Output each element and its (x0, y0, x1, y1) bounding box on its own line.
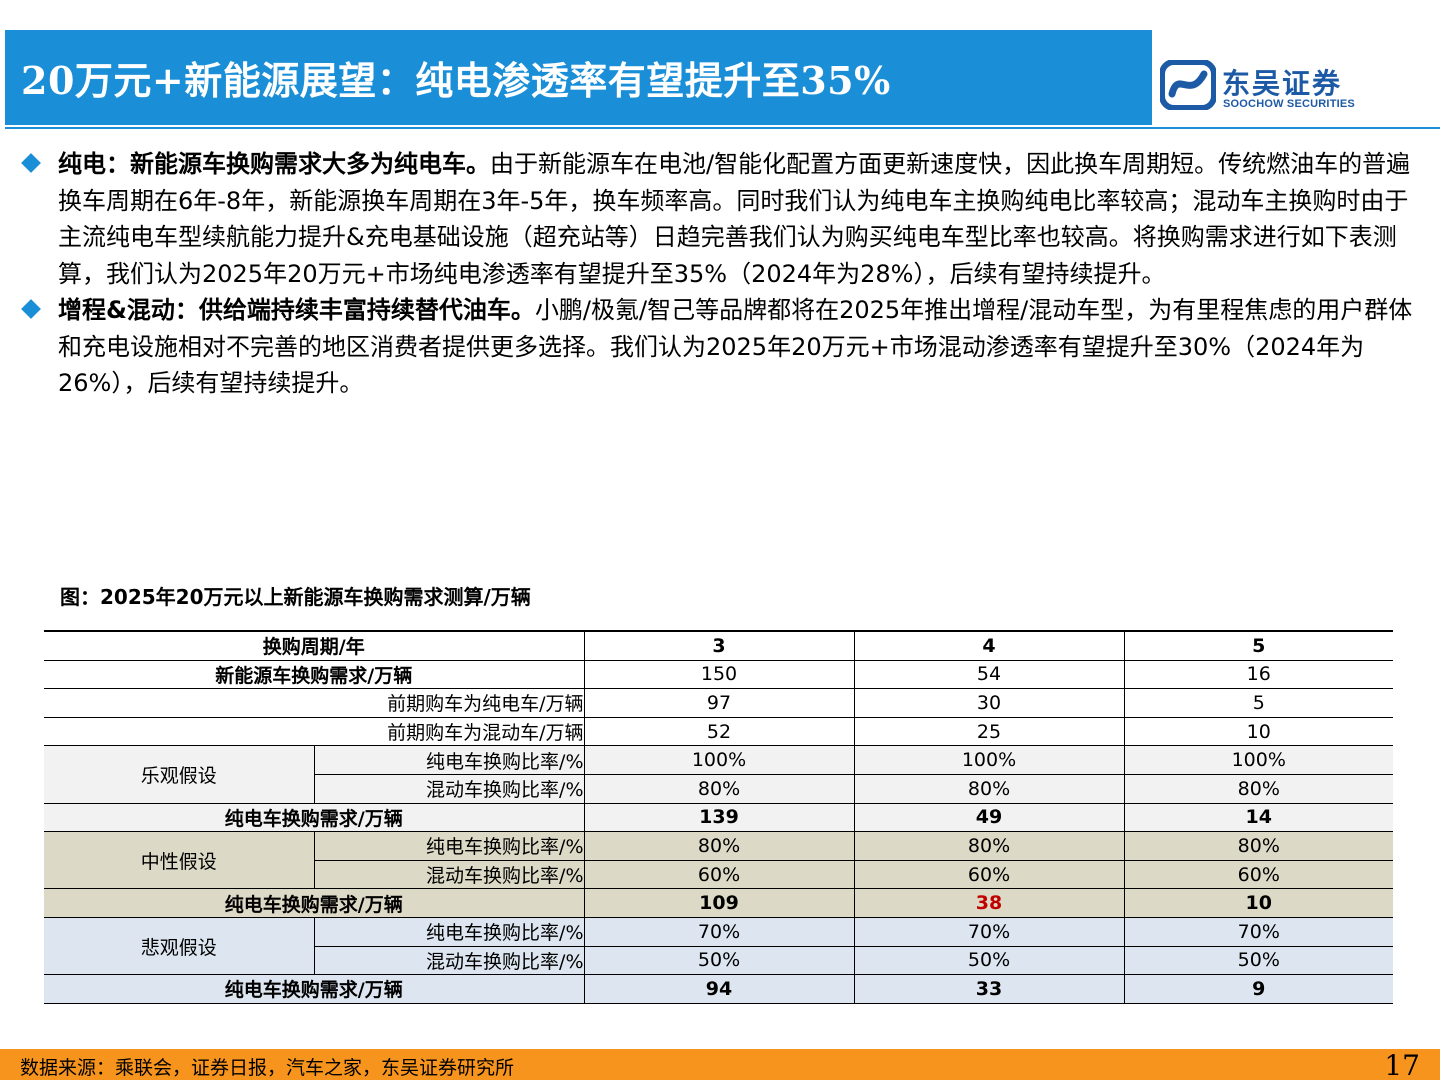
table-row-result: 纯电车换购需求/万辆 109 38 10 (44, 888, 1394, 918)
scenario-label: 悲观假设 (44, 917, 315, 976)
table-row: 悲观假设 纯电车换购比率/% 70% 70% 70% (44, 917, 1394, 976)
row-label: 纯电车换购比率/% (313, 831, 585, 861)
table-cell: 80% (1123, 774, 1394, 804)
bullet-heading: 纯电：新能源车换购需求大多为纯电车。 (58, 150, 490, 178)
scenario-label: 中性假设 (44, 831, 315, 890)
table-cell: 60% (583, 860, 855, 890)
table-cell: 80% (583, 831, 855, 861)
row-label: 纯电车换购需求/万辆 (44, 888, 585, 918)
data-source: 数据来源：乘联会，证券日报，汽车之家，东吴证券研究所 (20, 1057, 515, 1079)
table-cell: 109 (583, 888, 855, 918)
row-label: 前期购车为纯电车/万辆 (44, 688, 585, 718)
figure-caption: 图：2025年20万元以上新能源车换购需求测算/万辆 (60, 585, 531, 609)
table-row-result: 纯电车换购需求/万辆 94 33 9 (44, 974, 1394, 1004)
table-row: 中性假设 纯电车换购比率/% 80% 80% 80% (44, 831, 1394, 890)
table-header-row: 换购周期/年 3 4 5 (44, 629, 1394, 661)
table-cell: 70% (1123, 917, 1394, 947)
table-cell: 70% (853, 917, 1125, 947)
bullet-list: 纯电：新能源车换购需求大多为纯电车。由于新能源车在电池/智能化配置方面更新速度快… (21, 146, 1422, 402)
header-col: 3 (583, 629, 855, 661)
logo-english-name: SOOCHOW SECURITIES (1223, 98, 1355, 110)
table-cell: 52 (583, 717, 855, 747)
bullet-item-hybrid: 增程&混动：供给端持续丰富持续替代油车。小鹏/极氪/智己等品牌都将在2025年推… (21, 292, 1422, 402)
header-divider (5, 127, 1440, 129)
row-label: 混动车换购比率/% (313, 860, 585, 890)
table-cell: 30 (853, 688, 1125, 718)
row-label: 纯电车换购需求/万辆 (44, 803, 585, 833)
table-cell: 60% (1123, 860, 1394, 890)
table-cell: 5 (1123, 688, 1394, 718)
table-cell: 100% (1123, 745, 1394, 775)
row-label: 混动车换购比率/% (313, 774, 585, 804)
row-label: 纯电车换购比率/% (313, 745, 585, 775)
table-cell: 80% (853, 831, 1125, 861)
row-label: 混动车换购比率/% (313, 946, 585, 976)
scenario-label: 乐观假设 (44, 745, 315, 804)
demand-table: 换购周期/年 3 4 5 新能源车换购需求/万辆 150 54 16 前期购车为… (44, 629, 1394, 1004)
title-bar: 20万元+新能源展望：纯电渗透率有望提升至35% (5, 30, 1152, 125)
page-title: 20万元+新能源展望：纯电渗透率有望提升至35% (21, 58, 891, 103)
table-cell: 80% (853, 774, 1125, 804)
table-row: 新能源车换购需求/万辆 150 54 16 (44, 660, 1394, 690)
table-cell: 10 (1123, 717, 1394, 747)
bullet-text: 由于新能源车在电池/智能化配置方面更新速度快，因此换车周期短。传统燃油车的普遍换… (58, 150, 1411, 288)
table-row: 前期购车为纯电车/万辆 97 30 5 (44, 688, 1394, 718)
table-cell: 50% (1123, 946, 1394, 976)
diamond-bullet-icon (21, 299, 41, 319)
row-label: 前期购车为混动车/万辆 (44, 717, 585, 747)
table-cell: 9 (1123, 974, 1394, 1004)
row-label: 纯电车换购比率/% (313, 917, 585, 947)
table-cell: 94 (583, 974, 855, 1004)
page-number: 17 (1384, 1049, 1420, 1082)
table-cell: 70% (583, 917, 855, 947)
table-row: 乐观假设 纯电车换购比率/% 100% 100% 100% (44, 745, 1394, 804)
row-label: 新能源车换购需求/万辆 (44, 660, 585, 690)
highlighted-cell: 38 (853, 888, 1125, 918)
bullet-item-bev: 纯电：新能源车换购需求大多为纯电车。由于新能源车在电池/智能化配置方面更新速度快… (21, 146, 1422, 292)
table-cell: 25 (853, 717, 1125, 747)
table-cell: 80% (583, 774, 855, 804)
table-row: 前期购车为混动车/万辆 52 25 10 (44, 717, 1394, 747)
table-cell: 80% (1123, 831, 1394, 861)
table-cell: 139 (583, 803, 855, 833)
table-cell: 33 (853, 974, 1125, 1004)
diamond-bullet-icon (21, 153, 41, 173)
table-cell: 16 (1123, 660, 1394, 690)
table-row-result: 纯电车换购需求/万辆 139 49 14 (44, 803, 1394, 833)
header-label: 换购周期/年 (44, 629, 585, 661)
bullet-heading: 增程&混动：供给端持续丰富持续替代油车。 (58, 296, 535, 324)
table-cell: 150 (583, 660, 855, 690)
table-cell: 54 (853, 660, 1125, 690)
table-cell: 10 (1123, 888, 1394, 918)
table-cell: 50% (583, 946, 855, 976)
header-col: 4 (853, 629, 1125, 661)
logo-chinese-name: 东吴证券 (1222, 67, 1343, 100)
table-cell: 50% (853, 946, 1125, 976)
bullet-text: 小鹏/极氪/智己等品牌都将在2025年推出增程/混动车型，为有里程焦虑的用户群体… (58, 296, 1413, 397)
row-label: 纯电车换购需求/万辆 (44, 974, 585, 1004)
table-cell: 14 (1123, 803, 1394, 833)
footer-bar: 数据来源：乘联会，证券日报，汽车之家，东吴证券研究所 17 (0, 1049, 1440, 1082)
table-cell: 97 (583, 688, 855, 718)
table-cell: 60% (853, 860, 1125, 890)
table-cell: 49 (853, 803, 1125, 833)
company-logo: 东吴证券 SOOCHOW SECURITIES (1160, 60, 1380, 120)
logo-icon (1160, 60, 1216, 110)
table-cell: 100% (583, 745, 855, 775)
header-col: 5 (1123, 629, 1394, 661)
table-cell: 100% (853, 745, 1125, 775)
